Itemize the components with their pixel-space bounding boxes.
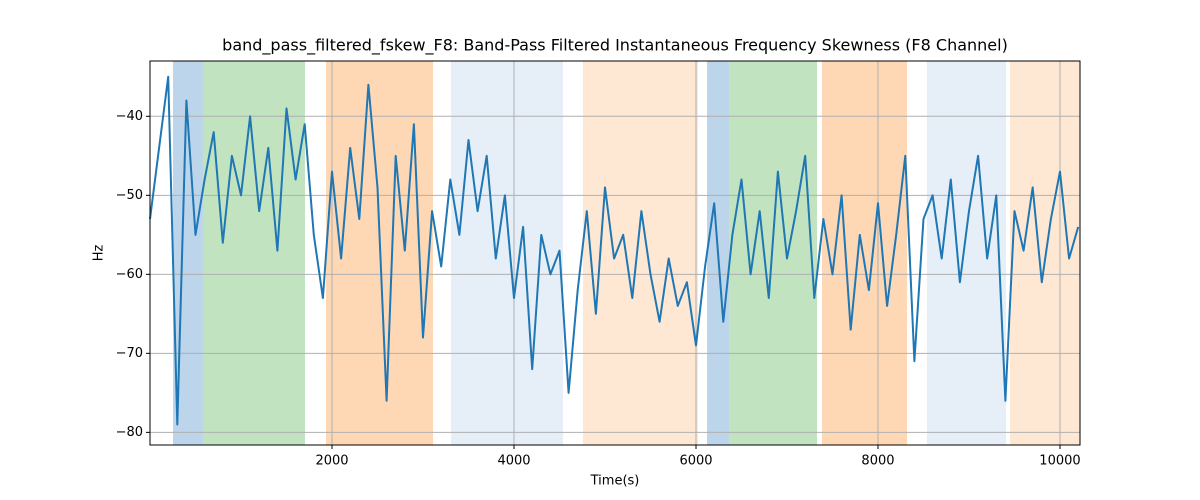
axes-frame bbox=[149, 60, 1081, 446]
grid bbox=[150, 61, 1080, 445]
shaded-span bbox=[926, 61, 1007, 445]
y-tick-label: −40 bbox=[116, 109, 143, 124]
x-tick-label: 6000 bbox=[679, 454, 712, 469]
data-line bbox=[149, 75, 1080, 426]
chart-title: band_pass_filtered_fskew_F8: Band-Pass F… bbox=[222, 36, 1008, 56]
y-tick-label: −50 bbox=[116, 188, 143, 203]
y-axis-label: Hz bbox=[92, 245, 107, 262]
x-tick-label: 10000 bbox=[1039, 454, 1080, 469]
shaded-span bbox=[451, 61, 563, 445]
shaded-span bbox=[202, 61, 305, 445]
x-tick-label: 2000 bbox=[315, 454, 348, 469]
plot bbox=[149, 75, 1080, 426]
x-axis-label: Time(s) bbox=[590, 474, 640, 489]
shaded-span bbox=[822, 61, 908, 445]
y-tick-label: −80 bbox=[116, 425, 143, 440]
x-tick-label: 4000 bbox=[497, 454, 530, 469]
y-tick-label: −60 bbox=[116, 267, 143, 282]
shaded-span bbox=[582, 61, 698, 445]
y-tick-label: −70 bbox=[116, 346, 143, 361]
x-tick-label: 8000 bbox=[861, 454, 894, 469]
